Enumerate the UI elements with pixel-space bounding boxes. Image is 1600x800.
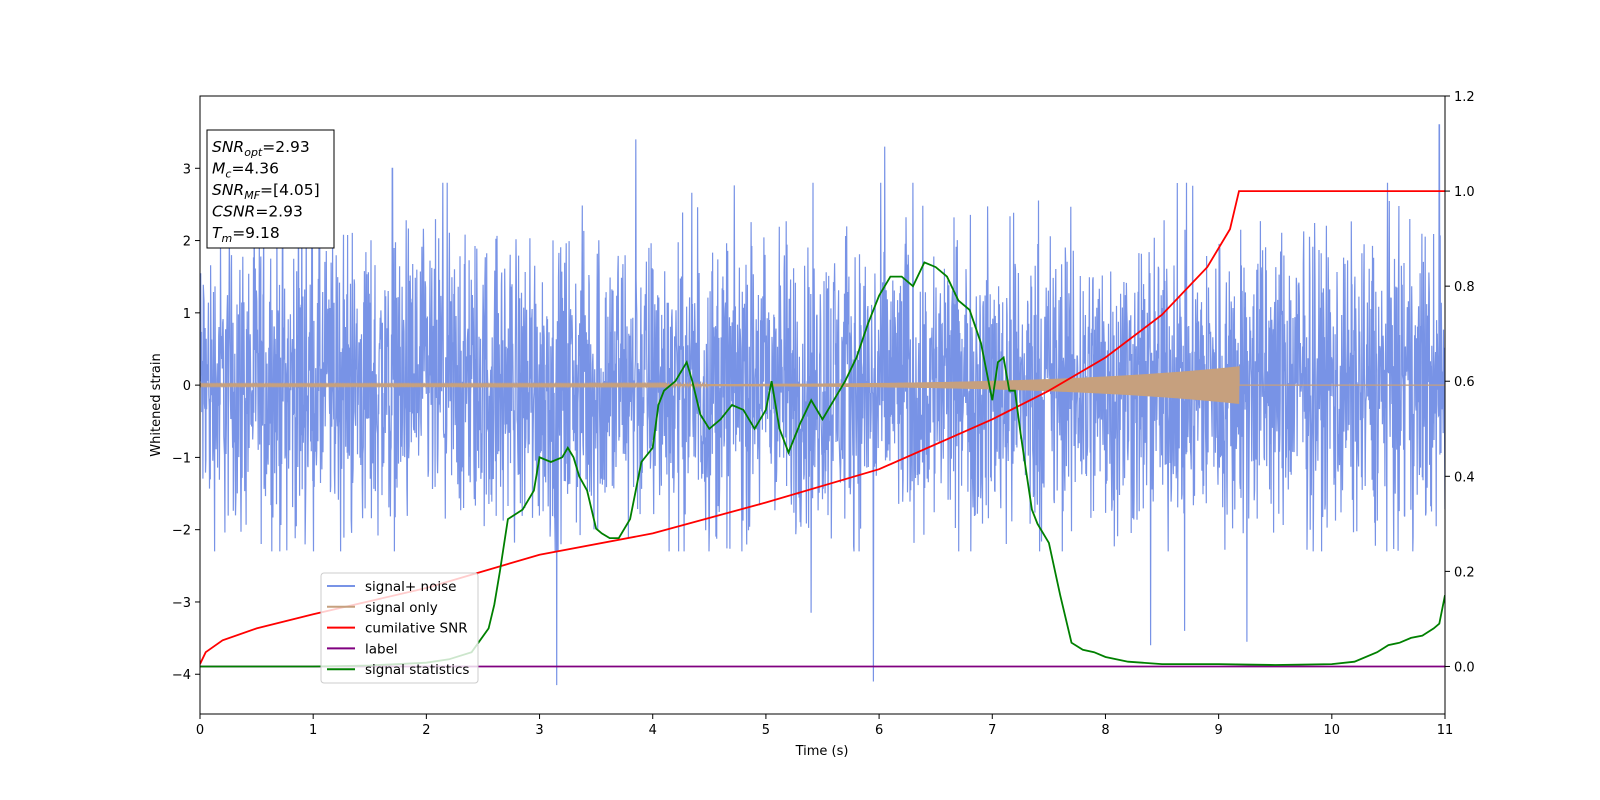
y-axis-label: Whitened strain	[149, 353, 164, 456]
x-tick-label: 3	[535, 723, 543, 738]
y-tick-label: −3	[172, 596, 191, 611]
x-axis: 0 1 2 3 4 5 6 7 8 9 10 11	[196, 714, 1453, 738]
y2-tick-label: 1.0	[1454, 185, 1475, 200]
y-tick-label: 0	[183, 379, 191, 394]
y2-tick-label: 0.8	[1454, 280, 1475, 295]
x-tick-label: 4	[649, 723, 657, 738]
x-tick-label: 2	[422, 723, 430, 738]
legend-entry: signal statistics	[365, 662, 469, 678]
series-line-signal-only	[200, 366, 1445, 404]
x-axis-label: Time (s)	[795, 744, 849, 759]
y-tick-label: −1	[172, 451, 191, 466]
legend-frame	[320, 572, 479, 684]
y-tick-label: 2	[183, 235, 191, 250]
annotation-line: CSNR=2.93	[212, 203, 303, 221]
annotation-line: Tm=9.18	[212, 224, 280, 245]
x-tick-label: 0	[196, 723, 204, 738]
legend-entry: signal only	[365, 600, 438, 616]
legend-entry: label	[365, 641, 398, 657]
axes-frame	[199, 95, 1446, 715]
series-line-signal-statistics	[200, 261, 1445, 668]
annotation-line: SNRMF=[4.05]	[212, 181, 320, 202]
y-axis-left: −4 −3 −2 −1 0 1 2 3	[172, 162, 200, 683]
y2-tick-label: 0.0	[1454, 660, 1475, 675]
y-tick-label: 3	[183, 162, 191, 177]
annotation-frame	[206, 129, 335, 249]
x-tick-label: 11	[1437, 723, 1454, 738]
x-tick-label: 8	[1101, 723, 1109, 738]
legend-entry: cumilative SNR	[365, 621, 468, 637]
y-tick-label: −4	[172, 668, 191, 683]
legend-entry: signal+ noise	[365, 579, 456, 595]
x-tick-label: 6	[875, 723, 883, 738]
y-axis-right: 0.0 0.2 0.4 0.6 0.8 1.0 1.2	[1445, 90, 1475, 675]
x-tick-label: 7	[988, 723, 996, 738]
annotation-line: SNRopt=2.93	[212, 138, 310, 159]
x-tick-label: 5	[762, 723, 770, 738]
y2-tick-label: 0.6	[1454, 375, 1475, 390]
y2-tick-label: 1.2	[1454, 90, 1475, 105]
y-tick-label: −2	[172, 524, 191, 539]
series-line-signal-noise	[200, 124, 1445, 686]
x-tick-label: 10	[1324, 723, 1341, 738]
y-tick-label: 1	[183, 307, 191, 322]
y2-tick-label: 0.4	[1454, 470, 1475, 485]
legend: signal+ noise signal only cumilative SNR la…	[320, 572, 479, 684]
series-line-cumilative-snr	[200, 190, 1445, 665]
x-tick-label: 9	[1214, 723, 1222, 738]
y2-tick-label: 0.2	[1454, 565, 1475, 580]
annotation-line: Mc=4.36	[212, 160, 279, 181]
x-tick-label: 1	[309, 723, 317, 738]
